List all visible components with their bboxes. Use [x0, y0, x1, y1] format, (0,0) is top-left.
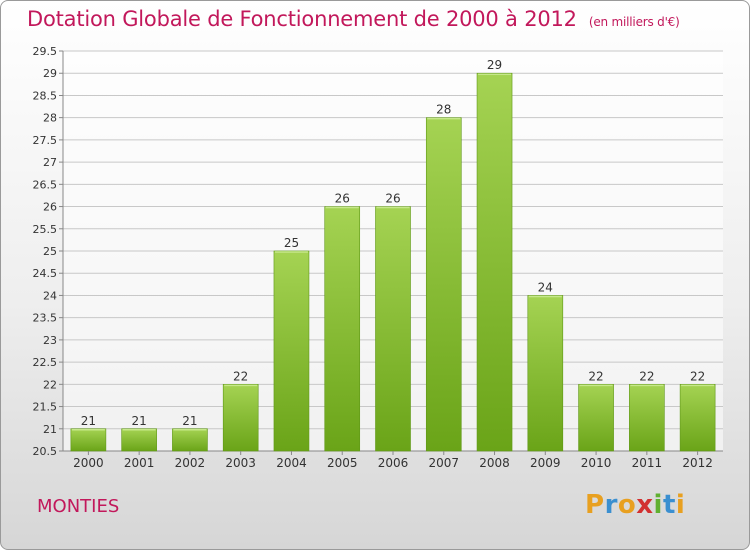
y-tick-label: 22	[43, 378, 57, 391]
y-tick-label: 22.5	[33, 356, 58, 369]
y-tick-label: 27.5	[33, 134, 58, 147]
x-tick-label: 2012	[682, 456, 713, 470]
x-tick-label: 2011	[632, 456, 663, 470]
data-label: 29	[487, 58, 502, 72]
bar	[172, 428, 208, 452]
y-tick-label: 25.5	[33, 223, 58, 236]
logo-letter: t	[662, 490, 676, 520]
bar	[476, 72, 513, 452]
x-tick-label: 2004	[276, 456, 307, 470]
y-tick-label: 24	[43, 289, 57, 302]
x-tick-label: 2007	[428, 456, 459, 470]
proxiti-logo: Proxiti	[585, 490, 685, 520]
x-tick-label: 2002	[175, 456, 206, 470]
bar	[527, 295, 564, 452]
data-label: 28	[436, 103, 451, 117]
data-label: 21	[132, 414, 147, 428]
data-label: 22	[588, 369, 603, 383]
logo-letter: o	[617, 490, 637, 520]
x-tick-label: 2005	[327, 456, 358, 470]
x-tick-label: 2000	[73, 456, 104, 470]
subtitle-text: (en milliers d'€)	[588, 15, 680, 29]
chart-title: Dotation Globale de Fonctionnement de 20…	[27, 7, 680, 31]
y-tick-label: 29	[43, 67, 57, 80]
y-tick-label: 26	[43, 201, 57, 214]
y-tick-label: 29.5	[33, 45, 58, 58]
data-label: 22	[233, 369, 248, 383]
data-label: 25	[284, 236, 299, 250]
logo-letter: x	[636, 490, 654, 520]
data-label: 22	[690, 369, 705, 383]
x-tick-label: 2003	[225, 456, 256, 470]
y-tick-label: 20.5	[33, 445, 58, 458]
bar	[70, 428, 107, 452]
data-label: 26	[335, 192, 350, 206]
y-tick-label: 26.5	[33, 178, 58, 191]
logo-letter: r	[604, 490, 618, 520]
x-tick-label: 2008	[479, 456, 510, 470]
bar	[679, 384, 716, 452]
data-label: 21	[81, 414, 96, 428]
title-text: Dotation Globale de Fonctionnement de 20…	[27, 7, 577, 31]
x-tick-label: 2001	[124, 456, 155, 470]
y-tick-label: 21	[43, 423, 57, 436]
x-tick-label: 2009	[530, 456, 561, 470]
y-tick-label: 23.5	[33, 312, 58, 325]
logo-letter: i	[675, 490, 686, 520]
y-tick-label: 28.5	[33, 89, 58, 102]
bar	[121, 428, 157, 452]
y-tick-label: 27	[43, 156, 57, 169]
bar	[425, 117, 462, 452]
x-tick-label: 2006	[378, 456, 409, 470]
logo-letter: i	[653, 490, 663, 520]
bar	[629, 384, 665, 452]
bar	[375, 206, 411, 452]
bar	[324, 206, 361, 452]
data-label: 24	[538, 280, 553, 294]
data-label: 22	[639, 369, 654, 383]
bar	[273, 250, 310, 452]
commune-name: MONTIES	[37, 496, 120, 517]
data-label: 21	[182, 414, 197, 428]
y-tick-label: 21.5	[33, 401, 58, 414]
y-tick-label: 25	[43, 245, 57, 258]
y-tick-label: 23	[43, 334, 57, 347]
y-tick-label: 24.5	[33, 267, 58, 280]
bar	[222, 384, 259, 452]
x-tick-label: 2010	[581, 456, 612, 470]
y-tick-label: 28	[43, 112, 57, 125]
bar	[578, 384, 614, 452]
logo-letter: P	[585, 490, 605, 520]
data-label: 26	[385, 192, 400, 206]
